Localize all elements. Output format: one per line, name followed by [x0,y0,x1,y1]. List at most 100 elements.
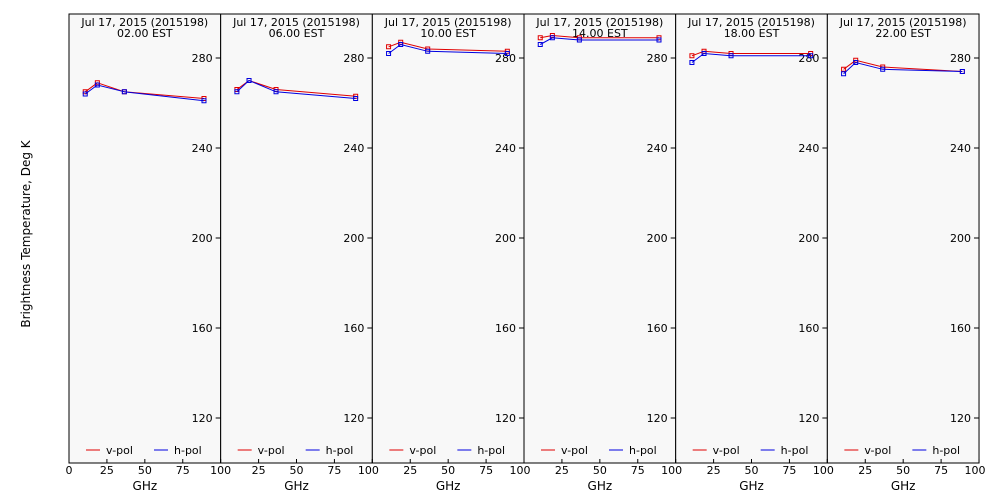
x-tick-label: 75 [631,464,645,477]
y-tick-label: 240 [950,142,971,155]
data-point-h-pol [504,51,510,56]
x-axis-label: GHz [739,479,764,493]
y-tick-label: 120 [343,412,364,425]
legend-label-v-pol: v-pol [561,444,588,457]
x-tick-label: 100 [358,464,379,477]
y-tick-label: 160 [495,322,516,335]
data-point-h-pol [853,60,859,65]
y-tick-label: 120 [647,412,668,425]
x-tick-label: 100 [661,464,682,477]
panel-frame [523,13,677,464]
y-axis-label: Brightness Temperature, Deg K [19,139,33,327]
data-point-h-pol [880,66,886,72]
x-tick-label: 25 [403,464,417,477]
data-point-h-pol [808,53,814,59]
legend-label-v-pol: v-pol [713,444,740,457]
y-tick-label: 280 [343,52,364,65]
panel-title: Jul 17, 2015 (2015198) [839,16,967,29]
panel-title: Jul 17, 2015 (2015198) [535,16,663,29]
series-line-v-pol [843,59,963,72]
panel-subtitle: 02.00 EST [117,27,173,40]
data-point-h-pol [386,51,392,56]
x-axis-label: GHz [891,479,916,493]
panel-subtitle: 22.00 EST [875,27,931,40]
y-tick-label: 160 [343,322,364,335]
y-tick-label: 280 [192,52,213,65]
data-point-h-pol [425,48,431,54]
data-point-v-pol [537,35,543,41]
panel-title: Jul 17, 2015 (2015198) [384,16,512,29]
panel-subtitle: 10.00 EST [420,27,476,40]
x-tick-label: 50 [138,464,152,477]
series-line-h-pol [539,37,659,45]
x-axis-label: GHz [133,479,158,493]
panel-subtitle: 18.00 EST [724,27,780,40]
x-tick-label: 50 [290,464,304,477]
data-point-h-pol [121,89,127,95]
panel-title: Jul 17, 2015 (2015198) [80,16,208,29]
y-tick-label: 120 [192,412,213,425]
chart-panels: Jul 17, 2015 (2015198)02.00 EST120160200… [66,13,986,493]
x-tick-label: 75 [327,464,341,477]
panel-4: Jul 17, 2015 (2015198)14.00 EST 120 160 200… [523,13,682,493]
x-tick-label: 100 [813,464,834,477]
legend-label-h-pol: h-pol [781,444,809,457]
data-point-h-pol [576,37,582,43]
legend-label-v-pol: v-pol [106,444,133,457]
series-line-v-pol [540,34,659,39]
data-point-v-pol [689,53,695,59]
legend-label-h-pol: h-pol [174,444,202,457]
legend-label-h-pol: h-pol [629,444,657,457]
x-tick-label: 100 [510,464,531,477]
x-tick-label: 100 [210,464,231,477]
x-tick-label: 25 [100,464,114,477]
series-line-v-pol [388,41,508,52]
data-point-h-pol [728,53,734,59]
x-tick-label: 25 [252,464,266,477]
series-line-h-pol [691,52,811,63]
y-tick-label: 280 [495,52,516,65]
data-point-h-pol [234,89,240,95]
x-tick-label: 75 [934,464,948,477]
data-point-h-pol [201,98,207,104]
panel-subtitle: 14.00 EST [572,27,628,40]
legend-label-h-pol: h-pol [477,444,505,457]
data-point-h-pol [398,42,404,47]
series-line-h-pol [84,84,205,102]
panel-frame [371,13,525,464]
data-point-h-pol [273,89,279,95]
y-tick-label: 200 [343,232,364,245]
legend-label-v-pol: v-pol [258,444,285,457]
x-tick-label: 25 [707,464,721,477]
series-line-v-pol [691,50,811,57]
y-tick-label: 280 [647,52,668,65]
data-point-h-pol [689,60,695,65]
x-tick-label: 50 [441,464,455,477]
y-tick-label: 200 [647,232,668,245]
y-tick-label: 160 [192,322,213,335]
panel-2: Jul 17, 2015 (2015198)06.00 EST 120 160 200… [220,13,379,493]
y-tick-label: 120 [495,412,516,425]
data-point-h-pol [656,37,662,43]
y-tick-label: 200 [495,232,516,245]
series-line-h-pol [388,43,508,54]
y-tick-label: 240 [647,142,668,155]
data-point-v-pol [386,44,392,50]
panel-6: Jul 17, 2015 (2015198)22.00 EST 120 160 200… [826,13,986,493]
data-point-h-pol [537,42,543,47]
data-point-h-pol [246,78,252,83]
y-tick-label: 240 [343,142,364,155]
series-line-v-pol [236,79,356,97]
x-axis-label: GHz [436,479,461,493]
y-tick-label: 200 [798,232,819,245]
data-point-h-pol [82,91,88,97]
x-tick-label: 75 [176,464,190,477]
legend-label-h-pol: h-pol [326,444,354,457]
x-tick-label: 25 [858,464,872,477]
y-tick-label: 120 [798,412,819,425]
x-tick-label: 50 [593,464,607,477]
data-point-h-pol [959,69,965,74]
y-tick-label: 160 [950,322,971,335]
x-tick-label: 75 [479,464,493,477]
